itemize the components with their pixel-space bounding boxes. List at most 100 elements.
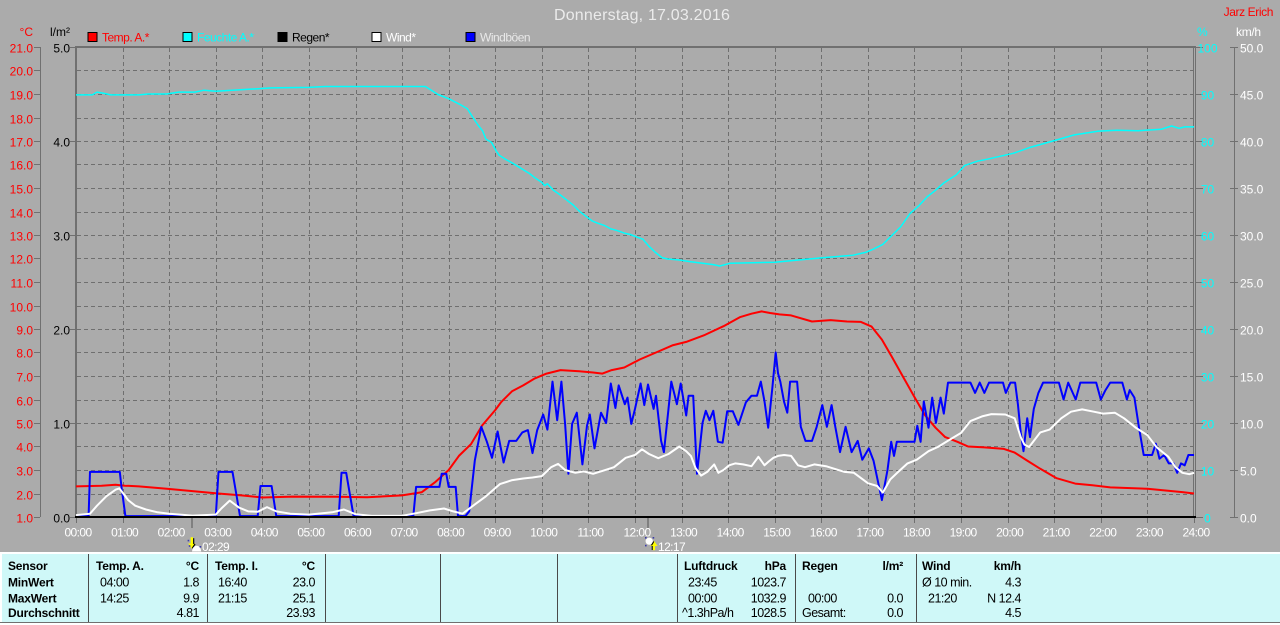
svg-text:1032.9: 1032.9 [751, 592, 787, 606]
svg-text:Sensor: Sensor [8, 559, 48, 573]
svg-text:12:17: 12:17 [658, 540, 686, 554]
svg-text:0.0: 0.0 [887, 592, 903, 606]
svg-text:10:00: 10:00 [530, 526, 558, 540]
svg-text:Feuchte A.*: Feuchte A.* [197, 31, 254, 45]
svg-text:MaxWert: MaxWert [8, 592, 57, 606]
svg-text:7.0: 7.0 [16, 371, 33, 385]
svg-text:8.0: 8.0 [16, 347, 33, 361]
svg-text:12:00: 12:00 [623, 526, 651, 540]
svg-text:70: 70 [1201, 183, 1215, 197]
svg-text:80: 80 [1201, 136, 1215, 150]
svg-text:15.0: 15.0 [1240, 371, 1264, 385]
svg-text:^1.3hPa/h: ^1.3hPa/h [682, 606, 734, 620]
svg-text:Gesamt:: Gesamt: [802, 606, 846, 620]
svg-text:Regen: Regen [802, 559, 838, 573]
svg-text:5.0: 5.0 [16, 418, 33, 432]
svg-text:25.1: 25.1 [293, 592, 316, 606]
svg-text:10: 10 [1201, 465, 1215, 479]
svg-text:00:00: 00:00 [64, 526, 92, 540]
svg-text:17:00: 17:00 [856, 526, 884, 540]
svg-text:06:00: 06:00 [344, 526, 372, 540]
svg-text:%: % [1197, 25, 1208, 39]
svg-text:0.0: 0.0 [1240, 512, 1257, 526]
svg-text:hPa: hPa [765, 559, 787, 573]
svg-text:15:00: 15:00 [763, 526, 791, 540]
svg-text:18.0: 18.0 [10, 113, 34, 127]
svg-text:09:00: 09:00 [484, 526, 512, 540]
svg-text:23.93: 23.93 [286, 606, 315, 620]
svg-text:20:00: 20:00 [996, 526, 1024, 540]
svg-text:18:00: 18:00 [903, 526, 931, 540]
svg-text:Donnerstag, 17.03.2016: Donnerstag, 17.03.2016 [554, 7, 730, 24]
svg-text:01:00: 01:00 [111, 526, 139, 540]
svg-text:MinWert: MinWert [8, 576, 54, 590]
svg-text:2.0: 2.0 [53, 324, 70, 338]
svg-text:07:00: 07:00 [391, 526, 419, 540]
svg-text:Ø 10 min.: Ø 10 min. [922, 576, 972, 590]
svg-text:Temp. A.*: Temp. A.* [102, 31, 150, 45]
svg-text:1023.7: 1023.7 [751, 576, 787, 590]
svg-text:Jarz Erich: Jarz Erich [1224, 5, 1273, 19]
svg-text:Temp. I.: Temp. I. [215, 559, 258, 573]
svg-text:4.81: 4.81 [177, 606, 200, 620]
svg-text:6.0: 6.0 [16, 395, 33, 409]
svg-text:40: 40 [1201, 324, 1215, 338]
svg-text:00:00: 00:00 [688, 592, 717, 606]
svg-text:23.0: 23.0 [293, 576, 316, 590]
svg-text:0.0: 0.0 [53, 512, 70, 526]
svg-text:13:00: 13:00 [670, 526, 698, 540]
svg-text:21:00: 21:00 [1043, 526, 1071, 540]
svg-text:16.0: 16.0 [10, 159, 34, 173]
svg-text:14:00: 14:00 [717, 526, 745, 540]
svg-text:02:29: 02:29 [202, 540, 230, 554]
svg-text:20.0: 20.0 [10, 65, 34, 79]
svg-text:19:00: 19:00 [950, 526, 978, 540]
svg-text:30: 30 [1201, 371, 1215, 385]
svg-text:km/h: km/h [1236, 25, 1261, 39]
svg-text:1.0: 1.0 [53, 418, 70, 432]
svg-text:9.0: 9.0 [16, 324, 33, 338]
svg-text:20.0: 20.0 [1240, 324, 1264, 338]
svg-text:24:00: 24:00 [1182, 526, 1210, 540]
svg-text:03:00: 03:00 [204, 526, 232, 540]
svg-text:60: 60 [1201, 230, 1215, 244]
svg-text:22:00: 22:00 [1089, 526, 1117, 540]
svg-text:0: 0 [1204, 512, 1211, 526]
svg-text:10.0: 10.0 [1240, 418, 1264, 432]
svg-text:08:00: 08:00 [437, 526, 465, 540]
svg-text:21:20: 21:20 [928, 592, 957, 606]
svg-text:11:00: 11:00 [577, 526, 604, 540]
svg-text:0.0: 0.0 [887, 606, 903, 620]
svg-text:N 12.4: N 12.4 [987, 592, 1021, 606]
svg-text:40.0: 40.0 [1240, 136, 1264, 150]
svg-text:21.0: 21.0 [10, 42, 34, 56]
svg-text:02:00: 02:00 [158, 526, 186, 540]
svg-text:3.0: 3.0 [53, 230, 70, 244]
svg-text:4.0: 4.0 [53, 136, 70, 150]
svg-text:11.0: 11.0 [11, 277, 34, 291]
svg-text:50: 50 [1201, 277, 1215, 291]
svg-text:4.0: 4.0 [16, 441, 33, 455]
svg-text:1.8: 1.8 [183, 576, 199, 590]
svg-text:°C: °C [186, 559, 200, 573]
svg-text:14:25: 14:25 [100, 592, 129, 606]
svg-text:°C: °C [20, 25, 34, 39]
svg-text:30.0: 30.0 [1240, 230, 1264, 244]
svg-text:23:45: 23:45 [688, 576, 717, 590]
svg-text:90: 90 [1201, 89, 1215, 103]
svg-text:45.0: 45.0 [1240, 89, 1264, 103]
svg-text:16:40: 16:40 [218, 576, 247, 590]
svg-text:14.0: 14.0 [10, 207, 34, 221]
svg-text:3.0: 3.0 [16, 465, 33, 479]
svg-text:Wind: Wind [922, 559, 950, 573]
svg-text:Regen*: Regen* [292, 31, 330, 45]
svg-text:17.0: 17.0 [10, 136, 34, 150]
svg-text:13.0: 13.0 [10, 230, 34, 244]
svg-text:4.5: 4.5 [1005, 606, 1021, 620]
svg-text:1028.5: 1028.5 [751, 606, 787, 620]
svg-text:°C: °C [302, 559, 316, 573]
svg-text:Windböen: Windböen [480, 31, 530, 45]
svg-text:100: 100 [1197, 42, 1217, 56]
svg-text:2.0: 2.0 [16, 489, 33, 503]
svg-text:9.9: 9.9 [183, 592, 199, 606]
